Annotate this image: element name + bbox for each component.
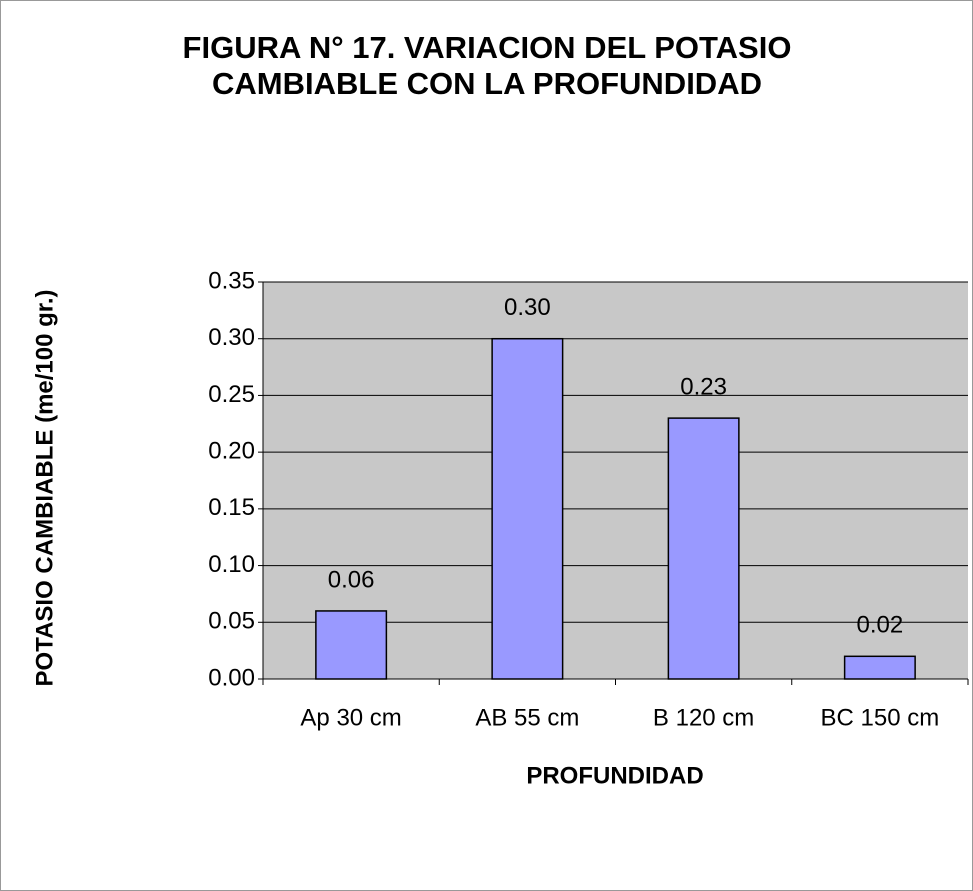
bar xyxy=(315,610,388,680)
data-label: 0.30 xyxy=(504,294,551,321)
x-tick-label: AB 55 cm xyxy=(475,704,579,731)
y-tick-label: 0.20 xyxy=(208,437,255,464)
bar xyxy=(667,417,740,680)
y-tick-label: 0.25 xyxy=(208,381,255,408)
x-axis-label: PROFUNDIDAD xyxy=(526,762,703,789)
data-label: 0.06 xyxy=(328,566,375,593)
data-label: 0.02 xyxy=(857,612,904,639)
x-tick-label: Ap 30 cm xyxy=(300,704,401,731)
y-axis-label: POTASIO CAMBIABLE (me/100 gr.) xyxy=(31,290,58,687)
y-tick-label: 0.00 xyxy=(208,664,255,691)
data-label: 0.23 xyxy=(680,373,727,400)
y-tick-label: 0.10 xyxy=(208,551,255,578)
x-tick-label: BC 150 cm xyxy=(821,704,940,731)
chart-title: CAMBIABLE CON LA PROFUNDIDAD xyxy=(212,66,762,101)
y-tick-label: 0.15 xyxy=(208,494,255,521)
y-tick-label: 0.30 xyxy=(208,324,255,351)
y-tick-label: 0.35 xyxy=(208,267,255,294)
bar xyxy=(491,337,564,680)
bar xyxy=(843,655,916,680)
x-tick-label: B 120 cm xyxy=(653,704,754,731)
chart-title: FIGURA N° 17. VARIACION DEL POTASIO xyxy=(183,30,792,65)
y-tick-label: 0.05 xyxy=(208,608,255,635)
